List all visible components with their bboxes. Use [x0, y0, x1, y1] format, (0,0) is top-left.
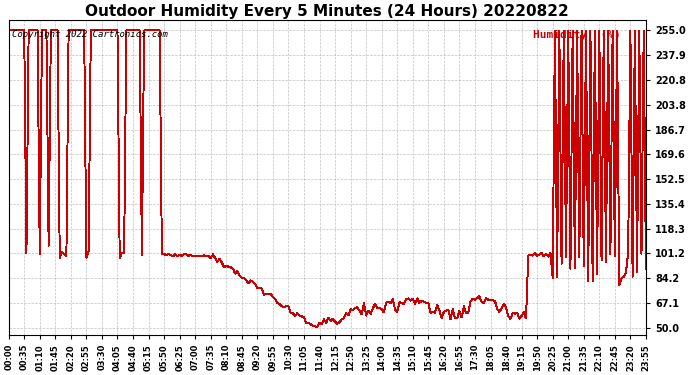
Text: Copyright 2022 Cartronics.com: Copyright 2022 Cartronics.com — [12, 30, 168, 39]
Text: Humidity  (%): Humidity (%) — [533, 30, 620, 40]
Title: Outdoor Humidity Every 5 Minutes (24 Hours) 20220822: Outdoor Humidity Every 5 Minutes (24 Hou… — [86, 4, 569, 19]
